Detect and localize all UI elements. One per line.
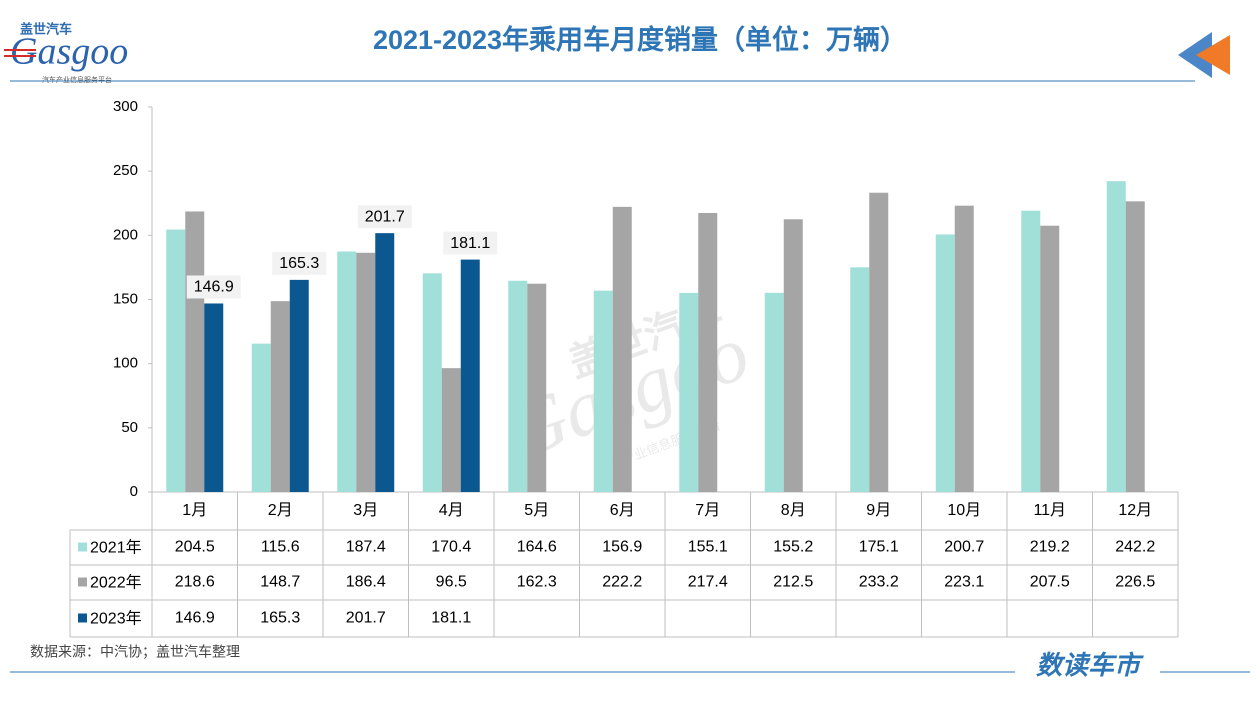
bar	[270, 301, 290, 492]
table-value: 165.3	[260, 610, 300, 627]
table-value: 96.5	[436, 574, 467, 591]
bar	[935, 234, 955, 492]
table-value: 181.1	[431, 610, 471, 627]
y-tick-label: 50	[121, 419, 138, 436]
x-tick-label: 7月	[695, 502, 720, 519]
x-tick-label: 3月	[353, 502, 378, 519]
table-value: 162.3	[517, 574, 557, 591]
logo-en: Gasgoo	[10, 31, 128, 73]
bar	[954, 205, 974, 492]
logo-cn: 盖世汽车	[20, 21, 72, 36]
bar	[204, 303, 224, 492]
table-value: 219.2	[1030, 539, 1070, 556]
table-value: 222.2	[602, 574, 642, 591]
bar	[527, 283, 547, 492]
bar	[850, 267, 870, 492]
table-value: 226.5	[1115, 574, 1155, 591]
y-tick-label: 300	[113, 98, 138, 115]
bar	[1106, 181, 1126, 492]
x-tick-label: 4月	[439, 502, 464, 519]
table-value: 217.4	[688, 574, 728, 591]
table-value: 155.2	[773, 539, 813, 556]
bar	[375, 233, 395, 492]
bar	[764, 292, 784, 492]
legend-label: 2023年	[90, 610, 142, 628]
x-tick-label: 10月	[947, 502, 981, 519]
table-value: 115.6	[261, 539, 300, 556]
data-label: 181.1	[450, 235, 490, 252]
bar	[441, 368, 461, 492]
y-tick-label: 150	[113, 290, 138, 307]
table-value: 201.7	[346, 610, 386, 627]
legend-swatch	[78, 542, 87, 552]
bar	[593, 290, 613, 492]
bar	[1125, 201, 1145, 492]
bar	[337, 251, 357, 492]
bar	[698, 213, 718, 492]
table-value: 155.1	[688, 539, 728, 556]
nav-icon	[1196, 35, 1230, 75]
bar	[422, 273, 442, 492]
legend-label: 2021年	[90, 539, 142, 557]
y-tick-label: 100	[113, 355, 138, 372]
y-tick-label: 250	[113, 162, 138, 179]
table-value: 156.9	[602, 539, 642, 556]
table-value: 218.6	[175, 574, 215, 591]
y-tick-label: 0	[130, 483, 138, 500]
legend-label: 2022年	[90, 574, 142, 592]
x-tick-label: 5月	[524, 502, 549, 519]
bar	[356, 252, 376, 492]
table-value: 204.5	[175, 539, 215, 556]
data-label-box	[357, 205, 412, 229]
nav-icon	[1178, 32, 1212, 78]
bar	[869, 192, 889, 492]
table-value: 233.2	[859, 574, 899, 591]
table-value: 175.1	[859, 539, 899, 556]
data-label-box	[272, 251, 327, 275]
bar	[612, 206, 632, 493]
table-value: 212.5	[773, 574, 813, 591]
bar	[783, 219, 803, 492]
x-tick-label: 2月	[268, 502, 293, 519]
table-value: 186.4	[346, 574, 386, 591]
table-value: 164.6	[517, 539, 557, 556]
y-tick-label: 200	[113, 226, 138, 243]
bar	[166, 229, 186, 492]
data-label: 146.9	[194, 279, 234, 296]
x-tick-label: 8月	[781, 502, 806, 519]
data-label: 201.7	[365, 208, 405, 225]
table-value: 148.7	[260, 574, 300, 591]
x-tick-label: 11月	[1033, 502, 1066, 519]
table-value: 146.9	[175, 610, 215, 627]
data-label: 165.3	[279, 255, 319, 272]
chart-title: 2021-2023年乘用车月度销量（单位：万辆）	[373, 24, 907, 55]
legend-swatch	[78, 577, 87, 587]
bar	[289, 279, 309, 492]
x-tick-label: 12月	[1118, 502, 1152, 519]
legend-swatch	[78, 613, 87, 623]
x-tick-label: 9月	[866, 502, 891, 519]
x-tick-label: 6月	[610, 502, 635, 519]
bar	[1021, 210, 1041, 492]
footer-brand: 数读车市	[1036, 650, 1144, 680]
bar	[679, 292, 699, 492]
bar	[1040, 225, 1060, 493]
logo-slogan: 汽车产业信息服务平台	[42, 75, 112, 84]
table-value: 223.1	[944, 574, 984, 591]
bar	[185, 211, 205, 493]
source-note: 数据来源：中汽协；盖世汽车整理	[30, 644, 240, 661]
data-label-box	[443, 231, 498, 255]
table-value: 170.4	[431, 539, 471, 556]
x-tick-label: 1月	[182, 502, 207, 519]
table-value: 207.5	[1030, 574, 1070, 591]
table-value: 187.4	[346, 539, 386, 556]
data-label-box	[186, 275, 241, 299]
bar	[251, 343, 271, 492]
table-value: 242.2	[1115, 539, 1155, 556]
bar	[460, 259, 480, 492]
bar	[508, 280, 528, 492]
table-value: 200.7	[944, 539, 984, 556]
